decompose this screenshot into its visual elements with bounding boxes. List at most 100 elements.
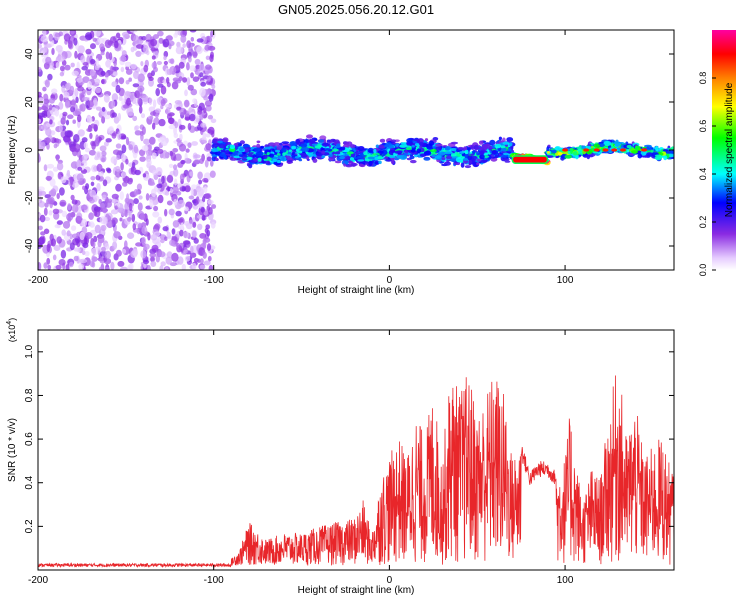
- spectrogram-cell: [121, 31, 130, 37]
- spectrogram-cell: [384, 156, 389, 159]
- spectrogram-cell: [424, 138, 429, 142]
- spectrogram-cell: [363, 151, 368, 156]
- spectrogram-cell: [180, 222, 184, 231]
- spectrogram-cell: [61, 59, 67, 66]
- y-tick-label: 0: [24, 147, 35, 153]
- spectrogram-cell: [81, 250, 86, 256]
- spectrogram-cell: [195, 196, 200, 205]
- snr-scale-label: (x104): [6, 318, 17, 342]
- spectrogram-cell: [115, 84, 121, 94]
- spectrogram-cell: [136, 183, 142, 191]
- spectrogram-cell: [117, 260, 125, 267]
- spectrogram-cell: [72, 233, 79, 239]
- spectrogram-cell: [190, 188, 194, 197]
- spectrogram-cell: [79, 104, 83, 111]
- spectrogram-cell: [115, 143, 122, 149]
- spectrogram-cell: [501, 147, 507, 152]
- spectrogram-cell: [59, 71, 65, 77]
- spectrogram-cell: [378, 145, 386, 149]
- spectrogram-cell: [111, 132, 117, 139]
- spectrogram-cell: [120, 66, 125, 73]
- spectrogram-cell: [160, 261, 166, 267]
- spectrogram-cell: [167, 117, 175, 124]
- spectrogram-cell: [476, 162, 480, 166]
- spectrogram-cell: [170, 152, 176, 161]
- spectrogram-cell: [134, 90, 141, 99]
- spectrogram-cell: [87, 80, 92, 90]
- spectrogram-cell: [57, 174, 62, 180]
- spectrogram-cell: [103, 258, 112, 265]
- spectrogram-cell: [136, 39, 144, 45]
- spectrogram-cell: [45, 56, 52, 65]
- spectrogram-cell: [90, 123, 96, 129]
- spectrogram-cell: [94, 224, 101, 234]
- spectrogram-cell: [99, 43, 105, 50]
- spectrogram-cell: [85, 232, 93, 239]
- spectrogram-cell: [43, 216, 51, 222]
- spectrogram-cell: [184, 221, 190, 226]
- spectrogram-cell: [357, 146, 365, 151]
- spectrogram-cell: [294, 156, 299, 159]
- spectrogram-cell: [171, 81, 179, 90]
- spectrogram-cell: [103, 216, 108, 225]
- spectrogram-cell: [50, 188, 57, 197]
- spectrogram-cell: [115, 183, 122, 192]
- spectrogram-cell: [119, 217, 123, 222]
- colorbar-tick-label: 0.8: [698, 72, 708, 85]
- spectrogram-cell: [562, 150, 568, 155]
- spectrogram-cell: [385, 159, 392, 162]
- spectrogram-cell: [38, 97, 45, 106]
- spectrogram-cell: [175, 242, 180, 248]
- spectrogram-cell: [161, 175, 165, 184]
- spectrogram-cell: [306, 134, 313, 139]
- spectrogram-cell: [177, 256, 184, 265]
- spectrogram-cell: [61, 229, 66, 236]
- spectrogram-cell: [414, 143, 420, 147]
- spectrogram-cell: [151, 188, 157, 198]
- spectrogram-cell: [467, 155, 473, 160]
- colorbar-tick-label: 0.6: [698, 120, 708, 133]
- spectrogram-cell: [199, 63, 205, 72]
- spectrogram-cell: [126, 193, 130, 203]
- spectrogram-cell: [479, 147, 488, 151]
- spectrogram-cell: [289, 141, 298, 147]
- spectrogram-cell: [150, 256, 155, 263]
- spectrogram-cell: [134, 130, 142, 136]
- spectrogram-cell: [139, 149, 146, 157]
- spectrogram-cell: [188, 219, 194, 224]
- spectrogram-cell: [143, 259, 149, 265]
- spectrogram-cell: [176, 183, 183, 188]
- spectrogram-cell: [128, 77, 132, 82]
- spectrogram-cell: [42, 86, 47, 92]
- spectrogram-cell: [174, 153, 182, 161]
- spectrogram-cell: [405, 147, 412, 151]
- spectrogram-cell: [155, 88, 160, 97]
- spectrogram-cell: [101, 106, 106, 112]
- spectrogram-cell: [263, 155, 268, 159]
- spectrogram-cell: [551, 149, 557, 154]
- spectrogram-cell: [102, 206, 108, 214]
- spectrogram-cell: [146, 264, 151, 270]
- spectrogram-cell: [46, 257, 51, 265]
- spectrogram-cell: [383, 144, 390, 148]
- spectrogram-cell: [189, 252, 197, 258]
- spectrogram-cell: [179, 173, 185, 182]
- spectrogram-cell: [71, 98, 76, 108]
- spectrogram-cell: [332, 148, 339, 152]
- spectrogram-cell: [74, 87, 79, 97]
- spectrogram-cell: [43, 262, 48, 269]
- spectrogram-cell: [498, 136, 502, 141]
- spectrogram-cell: [572, 151, 578, 156]
- spectrogram-cell: [325, 148, 331, 151]
- spectrogram-cell: [183, 249, 188, 254]
- spectrogram-cell: [53, 143, 58, 149]
- spectrogram-cell: [339, 146, 346, 151]
- spectrogram-cell: [162, 38, 170, 48]
- spectrogram-cell: [171, 228, 176, 235]
- spectrogram-cell: [400, 142, 408, 145]
- spectrogram-cell: [335, 143, 341, 149]
- spectrogram-cell: [347, 151, 354, 155]
- spectrogram-cell: [112, 241, 118, 250]
- spectrogram-cell: [334, 139, 340, 144]
- spectrogram-cell: [149, 252, 157, 258]
